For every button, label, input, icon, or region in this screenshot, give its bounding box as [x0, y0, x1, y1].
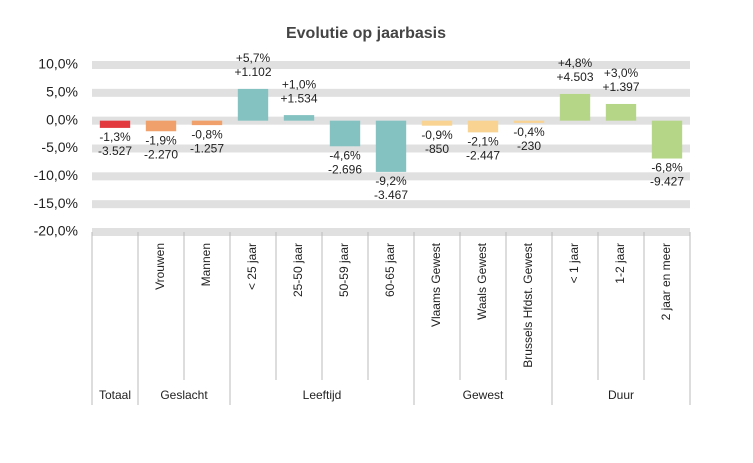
x-tick-label: < 25 jaar	[245, 243, 259, 290]
value-label: -9,2%	[375, 174, 407, 188]
count-label: +1.102	[234, 65, 271, 79]
value-label: -0,9%	[421, 128, 453, 142]
y-tick-label: 0,0%	[46, 111, 78, 127]
value-label: +5,7%	[236, 51, 271, 65]
value-label: -6,8%	[651, 161, 683, 175]
x-tick-label: Waals Gewest	[475, 242, 489, 320]
y-tick-label: 10,0%	[38, 56, 78, 72]
x-tick-label: Brussels Hfdst. Gewest	[521, 242, 535, 367]
bar	[421, 120, 453, 126]
count-label: -9.427	[650, 175, 684, 189]
bar	[513, 120, 545, 123]
grid-band	[92, 200, 690, 209]
count-label: -850	[425, 142, 449, 156]
count-label: -1.257	[190, 141, 224, 155]
chart-title: Evolutie op jaarbasis	[286, 25, 446, 42]
bar	[467, 120, 499, 133]
value-label: -1,3%	[99, 130, 131, 144]
x-tick-label: < 1 jaar	[567, 243, 581, 283]
count-label: -3.527	[98, 144, 132, 158]
value-label: +4,8%	[558, 56, 593, 70]
group-label: Gewest	[463, 388, 504, 402]
count-label: +4.503	[556, 70, 593, 84]
bar	[191, 120, 223, 126]
count-label: -3.467	[374, 188, 408, 202]
x-tick-label: Vrouwen	[153, 243, 167, 290]
x-tick-label: Mannen	[199, 243, 213, 286]
y-tick-label: 5,0%	[46, 84, 78, 100]
bar	[651, 120, 683, 159]
count-label: -2.696	[328, 162, 362, 176]
bar	[283, 115, 315, 121]
bar	[375, 120, 407, 172]
group-label: Leeftijd	[303, 388, 342, 402]
value-label: -1,9%	[145, 133, 177, 147]
group-label: Duur	[608, 388, 634, 402]
y-tick-label: -10,0%	[34, 167, 78, 183]
grid-band	[92, 61, 690, 69]
x-tick-label: 1-2 jaar	[613, 243, 627, 284]
bar	[329, 120, 361, 147]
x-tick-label: 2 jaar en meer	[659, 243, 673, 320]
group-label: Geslacht	[160, 388, 208, 402]
count-label: +1.534	[280, 91, 317, 105]
grid-band	[92, 228, 690, 236]
bar	[559, 93, 591, 121]
group-label: Totaal	[99, 388, 131, 402]
y-tick-label: -20,0%	[34, 223, 78, 239]
grid-band	[92, 88, 690, 97]
y-tick-label: -15,0%	[34, 195, 78, 211]
value-label: -2,1%	[467, 135, 499, 149]
x-tick-label: 60-65 jaar	[383, 243, 397, 297]
y-tick-label: -5,0%	[41, 139, 78, 155]
x-tick-label: 50-59 jaar	[337, 243, 351, 297]
x-tick-label: 25-50 jaar	[291, 243, 305, 297]
count-label: +1.397	[602, 80, 639, 94]
bar	[99, 120, 131, 128]
bar	[145, 120, 177, 132]
bar	[605, 103, 637, 121]
x-tick-label: Vlaams Gewest	[429, 242, 443, 327]
value-label: -0,4%	[513, 125, 545, 139]
count-label: -2.447	[466, 149, 500, 163]
value-label: +3,0%	[604, 66, 639, 80]
value-label: -4,6%	[329, 148, 361, 162]
count-label: -2.270	[144, 147, 178, 161]
value-label: -0,8%	[191, 127, 223, 141]
count-label: -230	[517, 139, 541, 153]
value-label: +1,0%	[282, 77, 317, 91]
grid-band	[92, 172, 690, 181]
bar	[237, 88, 269, 121]
